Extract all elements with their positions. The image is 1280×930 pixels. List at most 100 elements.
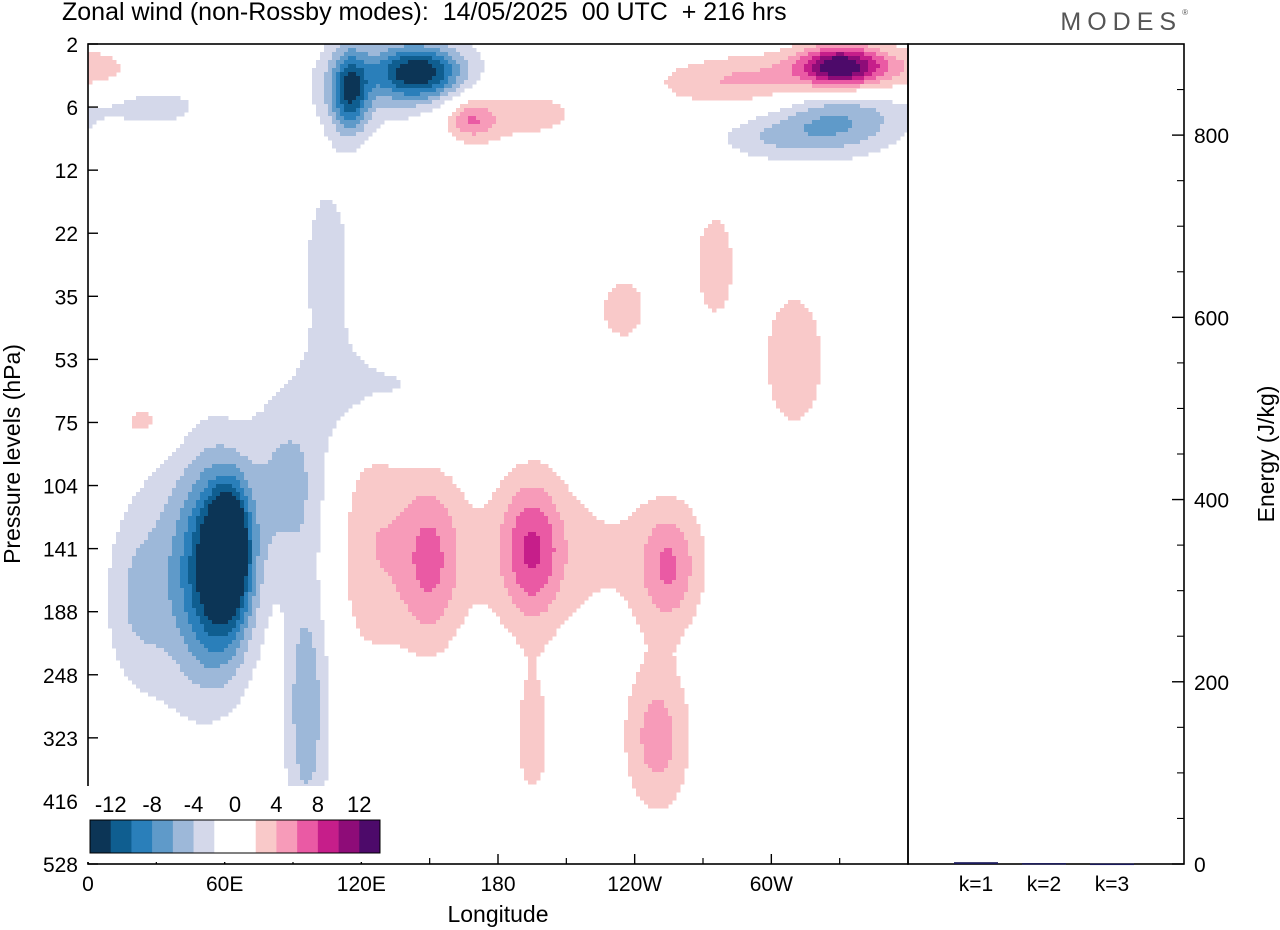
contour-cell: [204, 484, 209, 489]
contour-cell: [356, 364, 361, 369]
contour-cell: [852, 120, 857, 125]
contour-cell: [460, 132, 465, 137]
contour-cell: [832, 88, 837, 93]
contour-cell: [744, 140, 749, 145]
contour-cell: [300, 420, 305, 425]
contour-cell: [696, 76, 701, 81]
contour-cell: [612, 300, 617, 305]
contour-cell: [460, 52, 465, 57]
contour-cell: [344, 124, 349, 129]
contour-cell: [412, 480, 417, 485]
contour-cell: [316, 296, 321, 301]
contour-cell: [512, 120, 517, 125]
contour-cell: [412, 500, 417, 505]
contour-cell: [372, 492, 377, 497]
contour-cell: [276, 440, 281, 445]
contour-cell: [236, 456, 241, 461]
contour-cell: [356, 396, 361, 401]
contour-cell: [636, 320, 641, 325]
contour-cell: [840, 80, 845, 85]
contour-cell: [844, 148, 849, 153]
contour-cell: [308, 476, 313, 481]
contour-cell: [552, 492, 557, 497]
contour-cell: [796, 88, 801, 93]
contour-cell: [864, 112, 869, 117]
contour-cell: [712, 244, 717, 249]
contour-cell: [268, 416, 273, 421]
contour-cell: [516, 104, 521, 109]
contour-cell: [428, 64, 433, 69]
contour-cell: [768, 124, 773, 129]
contour-cell: [448, 68, 453, 73]
contour-cell: [736, 56, 741, 61]
contour-cell: [320, 264, 325, 269]
contour-cell: [760, 72, 765, 77]
contour-cell: [352, 96, 357, 101]
contour-cell: [812, 356, 817, 361]
contour-cell: [332, 240, 337, 245]
contour-cell: [392, 112, 397, 117]
contour-cell: [796, 332, 801, 337]
contour-cell: [904, 68, 908, 73]
contour-cell: [712, 308, 717, 313]
contour-cell: [484, 112, 489, 117]
contour-cell: [472, 128, 477, 133]
contour-cell: [180, 476, 185, 481]
contour-cell: [800, 152, 805, 157]
contour-cell: [364, 128, 369, 133]
contour-cell: [804, 88, 809, 93]
contour-cell: [316, 64, 321, 69]
contour-cell: [252, 476, 257, 481]
contour-cell: [172, 460, 177, 465]
contour-cell: [792, 372, 797, 377]
contour-cell: [828, 76, 833, 81]
contour-cell: [196, 460, 201, 465]
contour-cell: [312, 252, 317, 257]
contour-cell: [128, 108, 133, 113]
contour-cell: [896, 80, 901, 85]
contour-cell: [792, 52, 797, 57]
contour-cell: [360, 64, 365, 69]
contour-cell: [160, 100, 165, 105]
contour-cell: [372, 368, 377, 373]
contour-cell: [192, 452, 197, 457]
contour-cell: [432, 84, 437, 89]
contour-cell: [856, 56, 861, 61]
contour-cell: [320, 432, 325, 437]
contour-cell: [356, 92, 361, 97]
contour-cell: [332, 284, 337, 289]
contour-cell: [776, 376, 781, 381]
contour-cell: [476, 140, 481, 145]
contour-cell: [188, 448, 193, 453]
contour-cell: [152, 104, 157, 109]
contour-cell: [764, 124, 769, 129]
contour-cell: [712, 304, 717, 309]
contour-cell: [736, 60, 741, 65]
contour-cell: [296, 496, 301, 501]
contour-cell: [872, 128, 877, 133]
contour-cell: [712, 80, 717, 85]
contour-cell: [704, 92, 709, 97]
contour-cell: [560, 112, 565, 117]
contour-cell: [624, 292, 629, 297]
contour-cell: [808, 48, 813, 53]
contour-cell: [524, 476, 529, 481]
contour-cell: [344, 112, 349, 117]
contour-cell: [368, 100, 373, 105]
contour-cell: [704, 232, 709, 237]
contour-cell: [340, 100, 345, 105]
contour-cell: [268, 400, 273, 405]
contour-cell: [336, 332, 341, 337]
contour-cell: [408, 80, 413, 85]
contour-cell: [684, 68, 689, 73]
contour-cell: [888, 116, 893, 121]
contour-cell: [364, 48, 369, 53]
contour-cell: [808, 344, 813, 349]
contour-cell: [360, 476, 365, 481]
contour-cell: [204, 456, 209, 461]
contour-cell: [704, 300, 709, 305]
contour-cell: [868, 124, 873, 129]
contour-cell: [836, 140, 841, 145]
contour-cell: [280, 496, 285, 501]
contour-cell: [220, 468, 225, 473]
